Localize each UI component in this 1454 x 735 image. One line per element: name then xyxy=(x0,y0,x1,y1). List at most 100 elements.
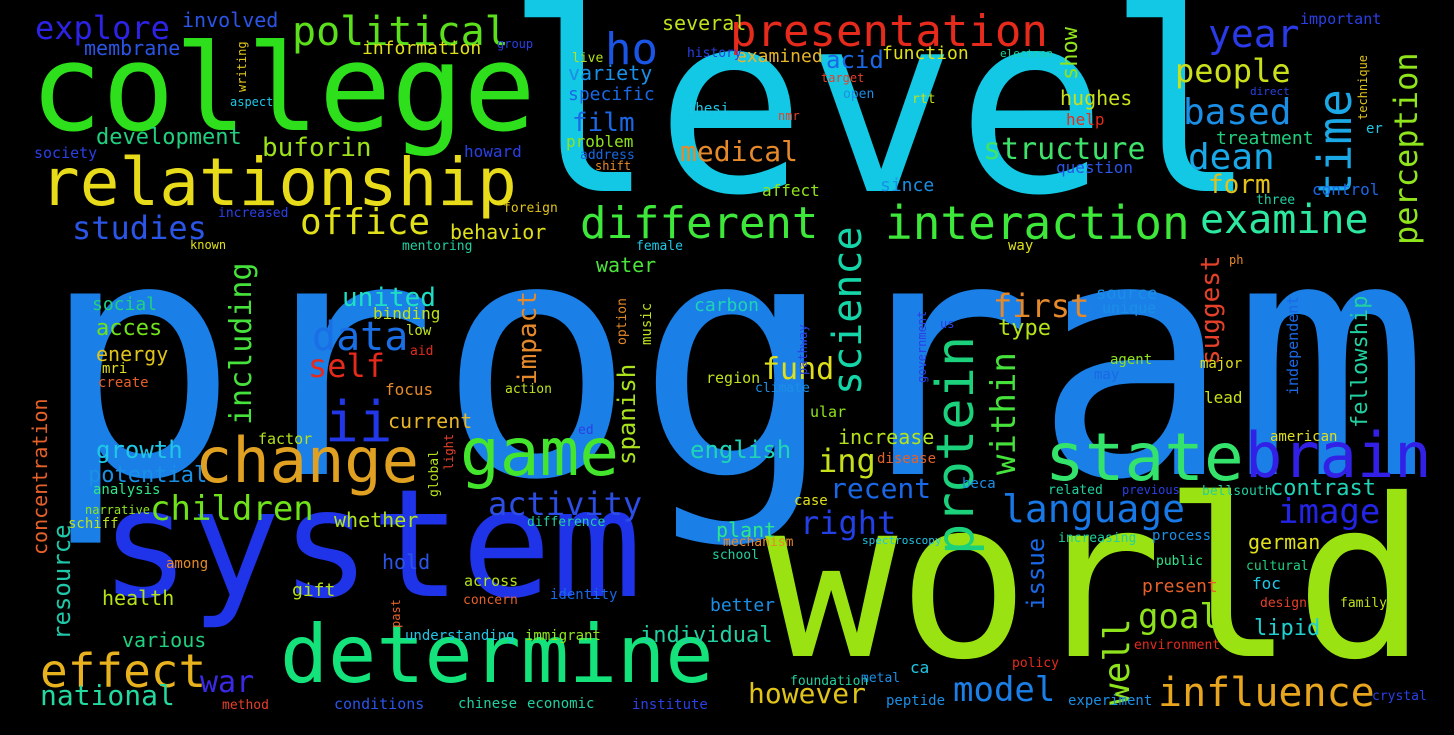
word-lead: lead xyxy=(1204,388,1243,407)
word-contrast: contrast xyxy=(1270,476,1376,501)
word-change: change xyxy=(195,424,419,497)
word-region: region xyxy=(706,369,761,387)
word-including: including xyxy=(224,262,259,425)
word-variety: variety xyxy=(568,61,653,85)
word-impact: impact xyxy=(513,291,543,385)
word-policy: policy xyxy=(1012,656,1059,671)
word-ii: ii xyxy=(325,390,393,455)
word-spectroscopy: spectroscopy xyxy=(862,534,942,547)
word-protein: protein xyxy=(926,335,986,555)
word-potential: potential xyxy=(88,463,208,488)
word-peptide: peptide xyxy=(886,693,946,709)
word-analysis: analysis xyxy=(93,482,161,498)
word-model: model xyxy=(953,670,1056,710)
word-interaction: interaction xyxy=(885,196,1190,250)
word-issue: issue xyxy=(1022,537,1050,610)
word-experiment: experiment xyxy=(1068,693,1153,709)
word-medical: medical xyxy=(680,135,799,168)
word-program: program xyxy=(40,168,1431,552)
word-suggest: suggest xyxy=(1196,255,1226,365)
word-among: among xyxy=(166,556,209,572)
word-better: better xyxy=(710,595,776,616)
word-war: war xyxy=(200,665,255,700)
word-behavior: behavior xyxy=(450,220,547,244)
word-current: current xyxy=(388,409,473,433)
word-ph: ph xyxy=(1229,253,1244,267)
word-control: control xyxy=(1312,180,1380,199)
word-increasing: increasing xyxy=(1058,531,1137,546)
word-office: office xyxy=(300,202,431,243)
word-environment: environment xyxy=(1134,638,1221,653)
word-film: film xyxy=(572,108,635,138)
word-different: different xyxy=(580,198,819,249)
word-language: language xyxy=(1002,487,1186,531)
word-united: united xyxy=(342,283,436,313)
word-cultural: cultural xyxy=(1246,559,1309,574)
word-address: address xyxy=(580,148,635,163)
word-schiff: schiff xyxy=(68,516,119,532)
word-information: information xyxy=(362,38,482,59)
word-increased: increased xyxy=(218,206,289,221)
word-spanish: spanish xyxy=(613,363,641,465)
word-pathway: pathway xyxy=(796,324,810,375)
word-mechanism: mechanism xyxy=(723,535,794,550)
word-image: image xyxy=(1278,492,1381,532)
word-presentation: presentation xyxy=(730,6,1048,57)
word-relationship: relationship xyxy=(40,144,517,221)
word-us: us xyxy=(940,317,955,331)
word-may: may xyxy=(1094,367,1120,383)
word-crystal: crystal xyxy=(1372,689,1427,704)
word-world: world xyxy=(765,452,1428,708)
word-question: question xyxy=(1056,158,1134,177)
word-female: female xyxy=(636,239,683,254)
word-brain: brain xyxy=(1245,419,1432,492)
word-writing: writing xyxy=(235,41,249,92)
word-known: known xyxy=(190,238,227,252)
word-well: well xyxy=(1097,618,1138,705)
word-technique: technique xyxy=(1356,54,1370,120)
word-howard: howard xyxy=(464,142,522,161)
word-related: related xyxy=(1048,483,1103,498)
word-resource: resource xyxy=(48,524,76,640)
word-since: since xyxy=(880,175,935,196)
word-aspect: aspect xyxy=(230,95,274,109)
word-action: action xyxy=(505,382,552,397)
word-structure: structure xyxy=(983,132,1146,167)
word-show: show xyxy=(1058,27,1083,80)
word-important: important xyxy=(1300,10,1382,28)
word-year: year xyxy=(1208,12,1300,56)
word-level: level xyxy=(505,0,1258,250)
word-school: school xyxy=(712,548,759,563)
word-past: past xyxy=(389,599,403,628)
word-narrative: narrative xyxy=(85,503,151,517)
word-aid: aid xyxy=(410,344,434,359)
word-affect: affect xyxy=(762,181,820,200)
word-acces: acces xyxy=(96,316,163,341)
word-growth: growth xyxy=(96,436,183,464)
word-thesi: thesi xyxy=(687,101,730,117)
word-concern: concern xyxy=(463,593,518,608)
word-children: children xyxy=(150,489,314,529)
word-water: water xyxy=(596,253,657,277)
word-disease: disease xyxy=(877,451,937,467)
word-binding: binding xyxy=(373,304,441,323)
word-lipid: lipid xyxy=(1254,616,1321,641)
word-based: based xyxy=(1183,92,1292,133)
word-bellsouth: bellsouth xyxy=(1202,484,1273,499)
word-explore: explore xyxy=(35,9,170,47)
word-problem: problem xyxy=(566,132,634,151)
word-ing: ing xyxy=(818,442,876,480)
word-goal: goal xyxy=(1138,597,1220,637)
word-mentoring: mentoring xyxy=(402,239,473,254)
word-treatment: treatment xyxy=(1216,128,1314,149)
word-energy: energy xyxy=(96,342,169,366)
word-ca: ca xyxy=(910,658,930,677)
word-way: way xyxy=(1008,238,1034,254)
word-hold: hold xyxy=(382,550,431,574)
word-ed: ed xyxy=(578,423,594,438)
word-understanding: understanding xyxy=(405,628,515,644)
word-involved: involved xyxy=(182,8,279,32)
word-german: german xyxy=(1248,530,1321,554)
word-er: er xyxy=(1366,121,1383,137)
